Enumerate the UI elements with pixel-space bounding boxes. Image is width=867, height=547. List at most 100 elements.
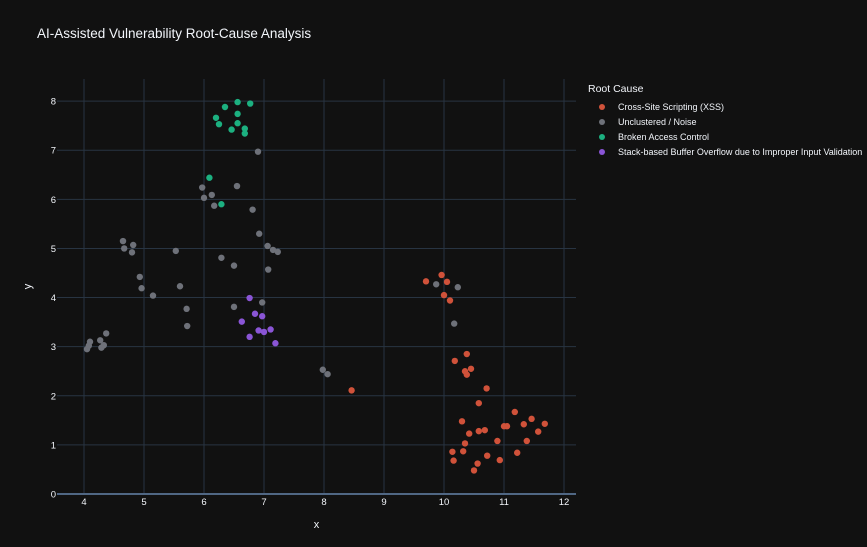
- data-point[interactable]: [267, 326, 274, 333]
- data-point[interactable]: [206, 174, 213, 181]
- data-point[interactable]: [443, 278, 451, 286]
- legend-item[interactable]: Cross-Site Scripting (XSS): [588, 99, 862, 114]
- data-point[interactable]: [249, 206, 256, 213]
- data-point[interactable]: [130, 241, 137, 249]
- data-point[interactable]: [494, 437, 501, 445]
- data-point[interactable]: [523, 437, 530, 445]
- data-point[interactable]: [121, 245, 128, 252]
- data-point[interactable]: [103, 330, 110, 337]
- legend-item[interactable]: Unclustered / Noise: [588, 114, 862, 129]
- data-point[interactable]: [511, 408, 518, 416]
- data-point[interactable]: [238, 318, 245, 325]
- legend-item[interactable]: Stack-based Buffer Overflow due to Impro…: [588, 144, 862, 159]
- data-point[interactable]: [446, 297, 454, 304]
- data-point[interactable]: [259, 313, 266, 320]
- data-point[interactable]: [138, 285, 145, 292]
- data-point[interactable]: [433, 281, 440, 288]
- data-point[interactable]: [535, 428, 542, 435]
- data-point[interactable]: [128, 249, 136, 256]
- data-point[interactable]: [247, 100, 254, 107]
- data-point[interactable]: [246, 294, 253, 302]
- data-point[interactable]: [450, 457, 457, 464]
- data-point[interactable]: [176, 283, 184, 290]
- data-point[interactable]: [199, 184, 206, 191]
- data-point[interactable]: [119, 237, 127, 245]
- data-point[interactable]: [484, 452, 491, 459]
- legend-item[interactable]: Broken Access Control: [588, 129, 862, 144]
- data-point[interactable]: [466, 430, 473, 437]
- data-point[interactable]: [463, 350, 470, 358]
- data-point[interactable]: [440, 291, 448, 299]
- data-point[interactable]: [470, 467, 478, 474]
- data-point[interactable]: [463, 371, 470, 378]
- data-point[interactable]: [348, 387, 355, 394]
- data-point[interactable]: [246, 333, 253, 341]
- data-point[interactable]: [241, 130, 248, 137]
- data-point[interactable]: [496, 456, 503, 464]
- data-point[interactable]: [234, 98, 241, 106]
- data-point[interactable]: [256, 230, 263, 237]
- data-point[interactable]: [467, 365, 475, 372]
- data-point[interactable]: [483, 385, 490, 392]
- data-point[interactable]: [269, 246, 277, 254]
- data-point[interactable]: [274, 248, 281, 256]
- data-point[interactable]: [264, 242, 271, 250]
- legend-title: Root Cause: [588, 83, 644, 95]
- legend[interactable]: Root Cause Cross-Site Scripting (XSS) Unc…: [588, 83, 862, 159]
- data-point[interactable]: [449, 448, 456, 455]
- data-point[interactable]: [475, 427, 482, 435]
- data-point[interactable]: [208, 191, 215, 199]
- data-point[interactable]: [230, 303, 238, 311]
- data-point[interactable]: [218, 201, 225, 208]
- data-point[interactable]: [514, 449, 521, 456]
- data-point[interactable]: [136, 273, 143, 281]
- data-point[interactable]: [215, 120, 223, 128]
- data-point[interactable]: [474, 460, 481, 467]
- data-point[interactable]: [319, 366, 326, 373]
- data-point[interactable]: [212, 114, 220, 121]
- data-point[interactable]: [460, 448, 467, 455]
- data-point[interactable]: [520, 421, 527, 428]
- data-point[interactable]: [541, 420, 548, 427]
- data-point[interactable]: [528, 415, 535, 423]
- data-point[interactable]: [97, 337, 104, 344]
- data-point[interactable]: [475, 399, 482, 407]
- data-point[interactable]: [234, 120, 241, 127]
- data-point[interactable]: [481, 426, 488, 434]
- data-point[interactable]: [255, 327, 262, 334]
- data-point[interactable]: [228, 126, 235, 133]
- data-point[interactable]: [221, 103, 229, 111]
- legend-items[interactable]: Cross-Site Scripting (XSS) Unclustered / …: [588, 99, 862, 159]
- data-point[interactable]: [218, 254, 225, 261]
- data-point[interactable]: [172, 247, 179, 255]
- data-point[interactable]: [233, 182, 241, 190]
- data-point[interactable]: [211, 202, 218, 209]
- data-point[interactable]: [241, 125, 248, 132]
- data-point[interactable]: [251, 310, 259, 317]
- data-point[interactable]: [200, 194, 208, 202]
- data-point[interactable]: [438, 271, 445, 279]
- data-point[interactable]: [86, 338, 94, 345]
- data-point[interactable]: [451, 320, 458, 327]
- data-point[interactable]: [259, 299, 266, 306]
- data-point[interactable]: [454, 284, 461, 291]
- data-point[interactable]: [265, 266, 272, 273]
- data-point[interactable]: [254, 148, 262, 155]
- data-point[interactable]: [451, 357, 458, 365]
- data-point[interactable]: [422, 278, 430, 285]
- data-point[interactable]: [458, 418, 466, 425]
- data-point[interactable]: [183, 305, 190, 313]
- data-point[interactable]: [184, 322, 191, 330]
- data-point[interactable]: [272, 340, 279, 347]
- data-point[interactable]: [149, 292, 157, 299]
- data-point[interactable]: [100, 341, 108, 349]
- data-point[interactable]: [260, 328, 268, 336]
- data-points[interactable]: [83, 98, 548, 474]
- data-point[interactable]: [324, 370, 331, 378]
- data-point[interactable]: [503, 423, 511, 430]
- data-point[interactable]: [234, 110, 241, 118]
- data-point[interactable]: [461, 440, 469, 447]
- legend-label: Cross-Site Scripting (XSS): [618, 101, 725, 112]
- data-point[interactable]: [230, 262, 238, 269]
